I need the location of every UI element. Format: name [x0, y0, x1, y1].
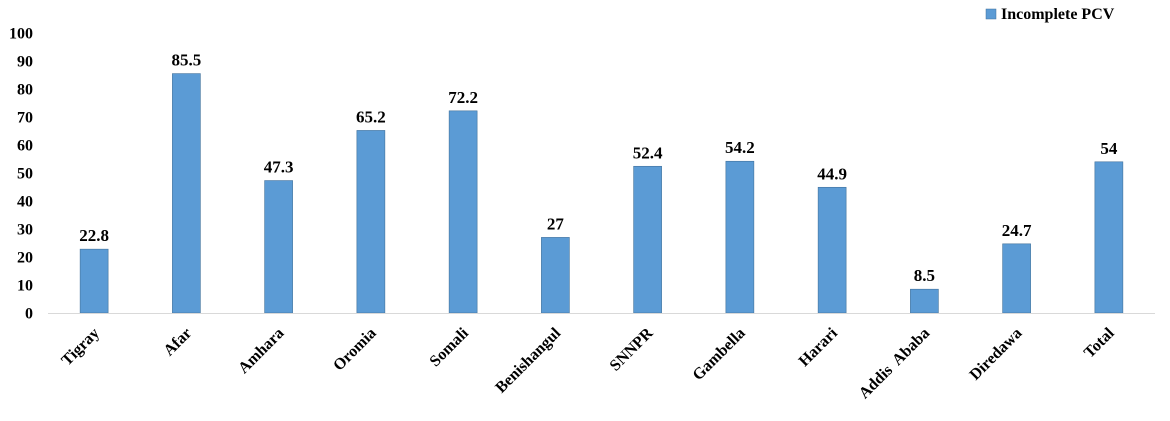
bars [79, 73, 1124, 314]
y-tick-label: 80 [17, 82, 33, 99]
x-tick-label: Afar [161, 325, 196, 360]
y-tick-label: 50 [17, 166, 33, 183]
x-tick-label: Benishangul [492, 324, 564, 396]
data-label: 47.3 [264, 158, 294, 177]
bar [264, 180, 293, 314]
y-tick-label: 20 [17, 250, 33, 267]
x-axis: Tigray Afar Amhara Oromia Somali Benishangul S… [48, 313, 1155, 402]
bar [817, 186, 847, 314]
bar [79, 248, 109, 314]
bar [541, 237, 570, 314]
data-label: 44.9 [817, 164, 847, 183]
bar [1094, 161, 1124, 314]
x-tick-label: Tigray [58, 325, 103, 370]
x-tick-label: Harari [796, 324, 842, 370]
legend-swatch [985, 8, 997, 20]
y-tick-label: 10 [17, 278, 33, 295]
data-label: 52.4 [633, 143, 663, 162]
y-tick-label: 100 [9, 26, 33, 43]
x-tick-label: Addis Ababa [856, 325, 933, 402]
data-label: 8.5 [914, 266, 935, 285]
data-labels: 22.8 85.5 47.3 65.2 72.2 27 52.4 54.2 44.9 8.5 24.… [79, 51, 1118, 286]
x-tick-label: Oromia [330, 325, 380, 375]
legend: Incomplete PCV [985, 6, 1115, 23]
data-label: 72.2 [448, 88, 478, 107]
bar [910, 288, 939, 314]
x-tick-label: Somali [427, 324, 473, 370]
legend-label: Incomplete PCV [1001, 6, 1115, 23]
x-tick-label: Amhara [235, 325, 287, 377]
data-label: 54.2 [725, 138, 755, 157]
data-label: 27 [547, 214, 565, 233]
bar [356, 130, 386, 314]
data-label: 65.2 [356, 107, 386, 126]
bar [633, 165, 662, 314]
y-axis: 0 10 20 30 40 50 60 70 80 90 100 [9, 26, 33, 323]
bar [725, 160, 755, 314]
data-label: 24.7 [1002, 221, 1032, 240]
bar [172, 73, 201, 314]
x-tick-label: SNNPR [607, 324, 657, 374]
x-tick-label: Diredawa [966, 325, 1025, 384]
data-label: 85.5 [172, 51, 202, 70]
y-tick-label: 60 [17, 138, 33, 155]
y-tick-label: 90 [17, 54, 33, 71]
y-tick-label: 0 [25, 306, 33, 323]
bar [1002, 243, 1031, 314]
data-label: 54 [1100, 139, 1118, 158]
y-tick-label: 40 [17, 194, 33, 211]
bar [448, 110, 478, 314]
y-tick-label: 30 [17, 222, 33, 239]
data-label: 22.8 [79, 226, 109, 245]
x-tick-label: Total [1081, 324, 1118, 361]
x-tick-label: Gambella [690, 325, 749, 384]
y-tick-label: 70 [17, 110, 33, 127]
